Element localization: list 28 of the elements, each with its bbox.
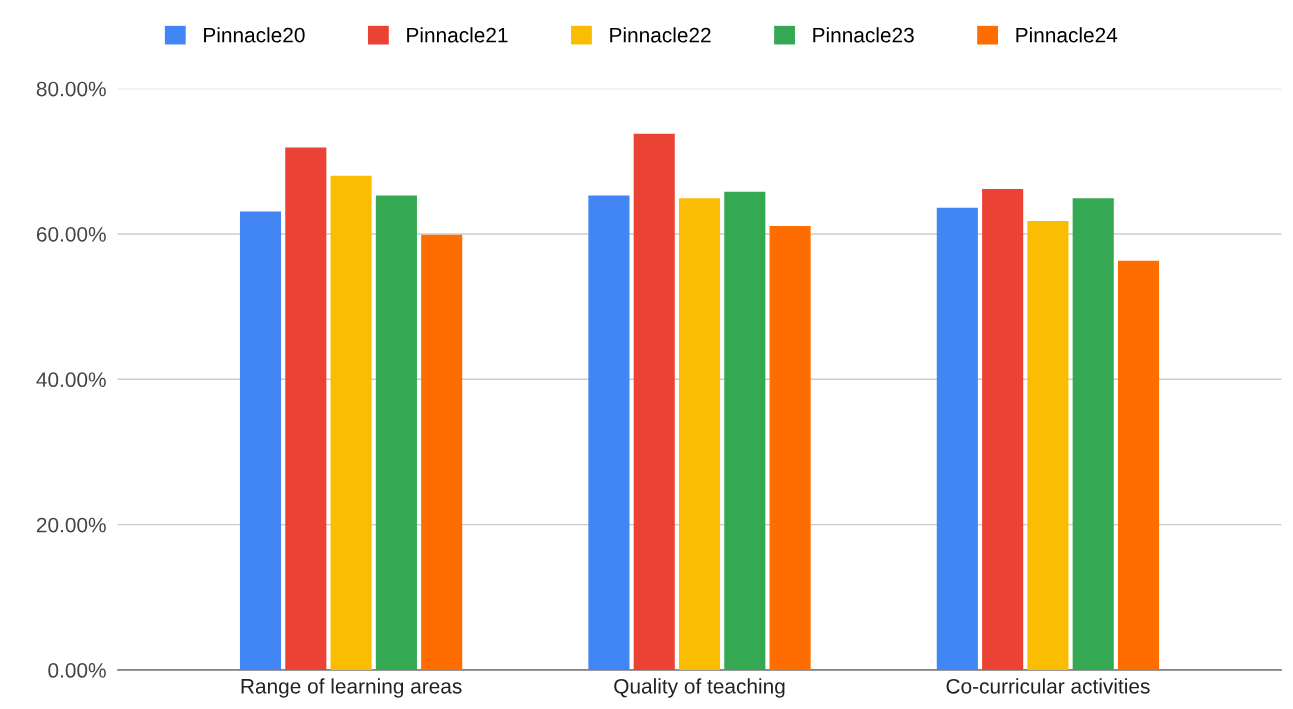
- bar: [375, 195, 417, 670]
- y-tick-label: 20.00%: [36, 517, 106, 533]
- y-tick-label: 80.00%: [36, 81, 106, 97]
- y-tick-label: 60.00%: [36, 226, 106, 242]
- legend-label: Pinnacle24: [1016, 27, 1118, 43]
- bar: [769, 225, 811, 670]
- bar: [1072, 198, 1114, 670]
- bar: [1027, 220, 1069, 670]
- y-tick-label: 0.00%: [48, 663, 106, 678]
- legend-label: Pinnacle20: [204, 27, 305, 43]
- legend-label: Pinnacle22: [610, 27, 711, 43]
- x-tick-label: Co-curricular activities: [946, 678, 1150, 694]
- bar: [1117, 260, 1160, 670]
- bar: [285, 147, 327, 670]
- bar: [421, 234, 463, 670]
- x-tick-label: Quality of teaching: [614, 678, 785, 698]
- bar: [588, 195, 630, 670]
- legend-label: Pinnacle21: [407, 27, 508, 43]
- y-tick-label: 40.00%: [36, 372, 106, 388]
- bar: [936, 207, 978, 670]
- legend-label: Pinnacle23: [813, 27, 914, 43]
- bar: [678, 198, 721, 670]
- bar: [330, 175, 372, 670]
- bar: [724, 191, 766, 670]
- bar: [633, 133, 675, 670]
- x-tick-label: Range of learning areas: [241, 678, 462, 698]
- bar: [982, 188, 1024, 670]
- bar: [239, 211, 282, 670]
